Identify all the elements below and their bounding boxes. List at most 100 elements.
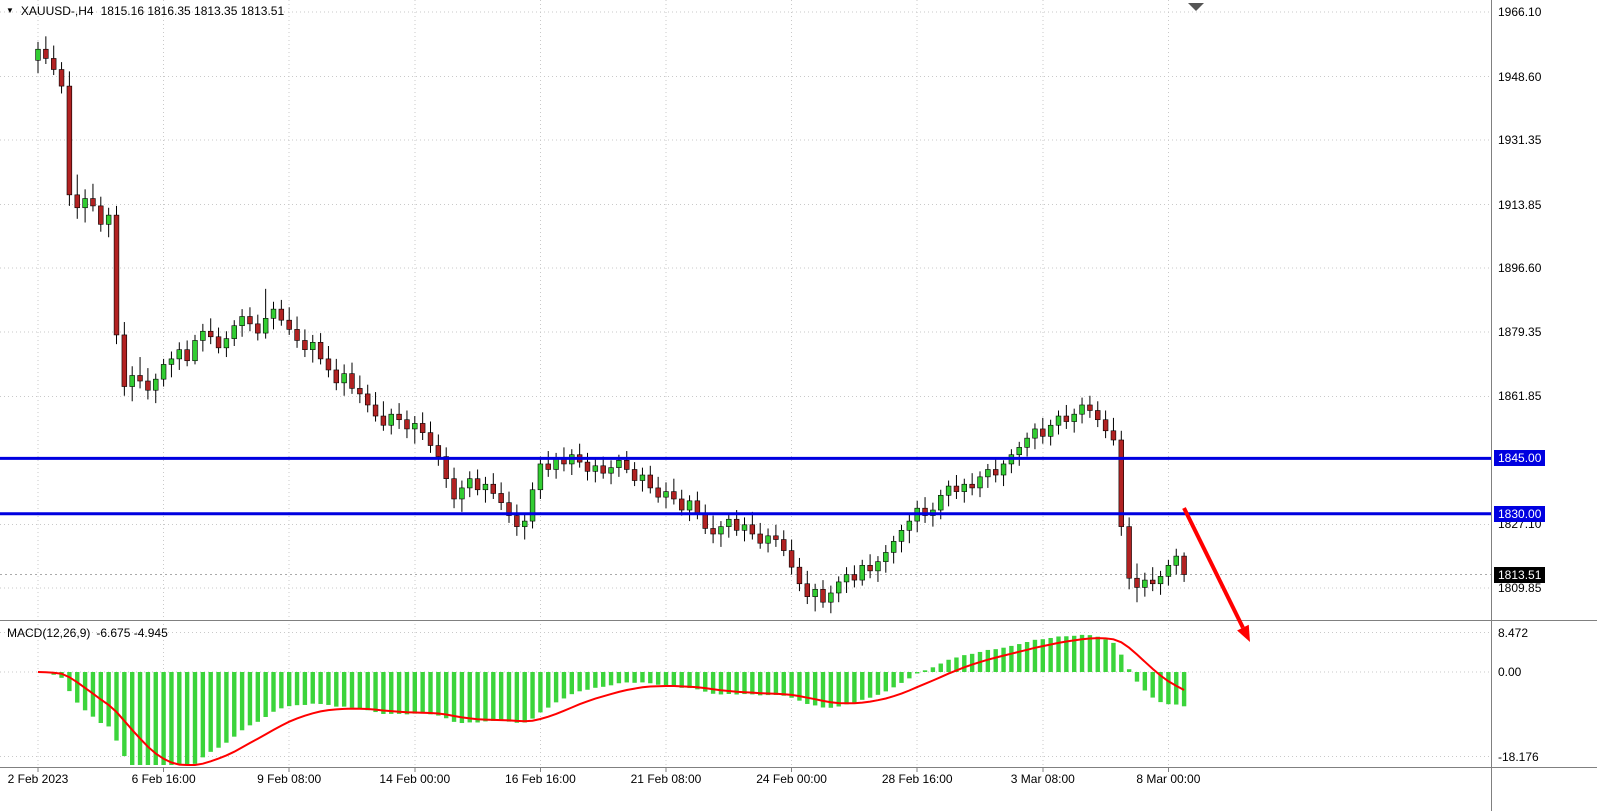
macd-histogram-bar [836,672,841,707]
macd-histogram-bar [467,672,472,723]
macd-histogram-bar [106,672,111,727]
macd-histogram-bar [1087,635,1093,672]
macd-histogram-bar [491,672,496,721]
candle-body [82,198,88,209]
macd-histogram-bar [357,672,363,709]
macd-histogram-bar [522,672,527,723]
macd-histogram-bar [593,672,598,688]
macd-histogram-bar [1111,642,1116,672]
candle-body [945,485,952,496]
candle-body [694,500,701,515]
candle-body [176,349,182,360]
macd-histogram-bar [475,672,480,723]
candle-body [969,483,975,489]
macd-histogram-bar [773,672,779,695]
candle-body [98,205,104,225]
macd-histogram-bar [389,672,394,714]
macd-histogram-bar [1119,654,1124,672]
candle-body [278,308,285,321]
macd-histogram-bar [797,672,802,701]
macd-histogram-bar [381,672,386,714]
macd-histogram-bar [1158,672,1163,703]
candle-body [388,413,394,426]
trend-arrow-line[interactable] [1182,507,1245,629]
macd-histogram-bar [812,672,818,706]
price-scale[interactable]: 1966.10 1948.60 1931.35 1913.85 1896.60 1879.… [1493,0,1597,811]
macd-histogram-bar [177,672,182,765]
macd-histogram-bar [1126,669,1132,672]
macd-histogram-bar [444,672,449,719]
macd-histogram-bar [255,672,260,722]
macd-histogram-bar [679,672,684,688]
candle-body [906,520,913,531]
candle-body [105,214,112,225]
candle-body [647,474,654,489]
candle-body [419,423,426,433]
macd-histogram-bar [1103,639,1108,672]
candle-body [498,493,504,503]
macd-histogram-bar [247,672,253,726]
candle-body [451,478,457,500]
candle-body [35,48,41,61]
candle-body [757,533,763,544]
macd-histogram-bar [632,672,637,683]
macd-histogram-bar [326,672,331,705]
candle-body [718,526,724,535]
macd-histogram-bar [1095,636,1100,672]
macd-histogram-bar [687,672,692,689]
macd-histogram-bar [514,672,520,723]
macd-indicator-label: MACD(12,26,9) -6.675 -4.945 [7,626,168,640]
trend-arrow-head[interactable] [1237,624,1250,642]
macd-histogram-bar [506,672,512,722]
macd-histogram-bar [341,672,347,707]
macd-histogram-bar [710,672,716,694]
macd-histogram-bar [349,672,355,708]
macd-histogram-bar [648,672,653,684]
candle-body [1118,439,1125,527]
macd-histogram-bar [373,672,378,713]
macd-histogram-bar [404,672,410,715]
candle-body [506,502,512,516]
candle-body [223,338,230,349]
macd-histogram-bar [436,672,441,716]
candle-body [58,69,65,87]
candle-body [412,423,418,430]
candle-body [781,539,787,551]
collapse-arrow-icon[interactable]: ▼ [6,6,14,15]
candle-body [153,378,159,391]
candle-body [616,459,622,468]
candle-body [231,325,237,339]
candle-body [262,318,269,334]
candle-body [490,483,496,494]
candle-body [631,469,638,481]
candle-body [1095,410,1101,421]
macd-histogram-bar [930,667,936,672]
macd-histogram-bar [334,672,339,707]
macd-histogram-bar [192,672,198,764]
candle-body [1181,555,1187,575]
macd-histogram-bar [318,672,323,704]
macd-histogram-bar [789,672,794,698]
candle-body [160,364,167,380]
macd-histogram-bar [232,672,237,737]
macd-histogram-bar [907,672,912,679]
candle-body [1047,424,1054,437]
time-axis-label: 28 Feb 16:00 [881,772,953,786]
candle-body [624,459,630,470]
candle-body [671,491,677,500]
price-tick-label: 1861.85 [1498,389,1542,404]
time-axis-label: 8 Mar 00:00 [1136,772,1201,786]
candle-body [404,419,410,430]
macd-histogram-bar [396,672,402,714]
candle-body [255,323,261,334]
time-scale[interactable]: 2 Feb 2023 6 Feb 16:00 9 Feb 08:00 14 Feb 0… [0,772,1491,794]
macd-histogram-bar [239,672,245,731]
macd-histogram-bar [608,672,614,686]
macd-histogram-bar [1079,634,1085,672]
macd-histogram-bar [302,672,308,705]
macd-histogram-bar [969,653,975,672]
macd-histogram-bar [1001,647,1006,672]
macd-histogram-bar [310,672,315,704]
